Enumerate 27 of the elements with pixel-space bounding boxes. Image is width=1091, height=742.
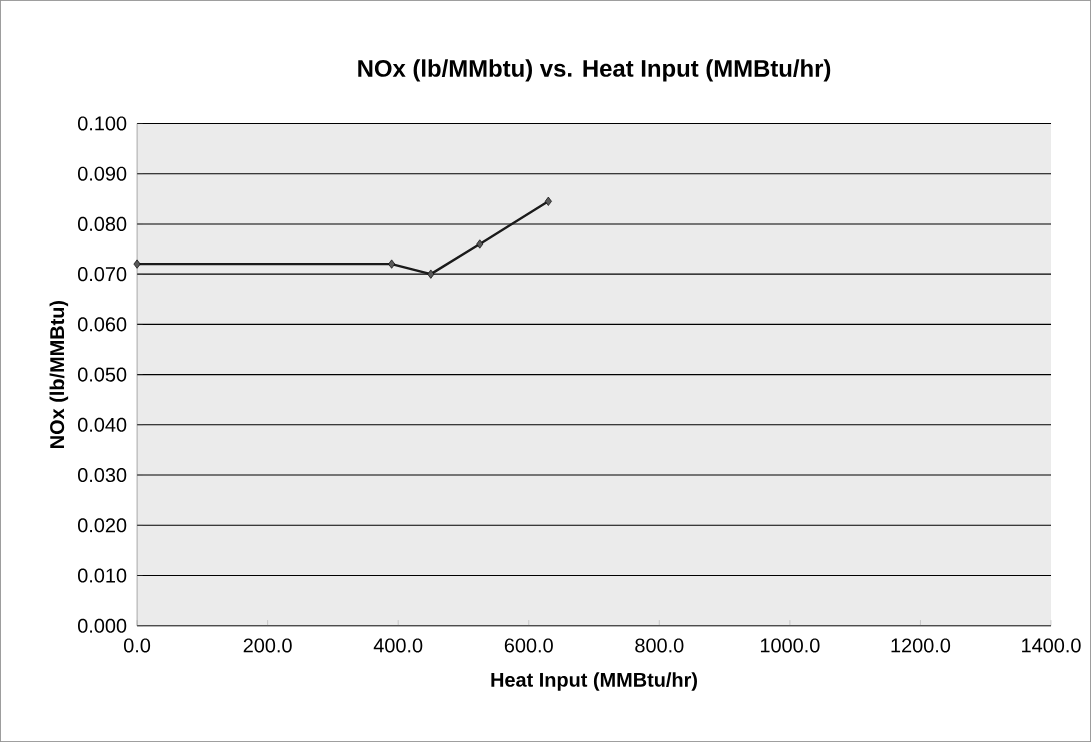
chart-title: NOx (lb/MMbtu) vs. Heat Input (MMBtu/hr) — [358, 59, 831, 82]
y-tick-label: 0.030 — [78, 467, 127, 483]
y-axis-title: NOx (lb/MMBtu) — [49, 300, 69, 448]
point — [388, 259, 396, 269]
x-axis-title: Heat Input (MMBtu/hr) — [491, 672, 697, 691]
x-tick-label: 600.0 — [504, 638, 553, 653]
x-tick-label: 1000.0 — [760, 638, 820, 653]
y-tick-label: 0.060 — [78, 317, 127, 332]
point — [133, 259, 141, 269]
point — [427, 269, 435, 279]
y-tick-label: 0.080 — [78, 216, 127, 231]
y-tick-label: 0.010 — [78, 568, 127, 583]
y-tick-label: 0.020 — [78, 518, 127, 533]
x-tick-label: 200.0 — [243, 638, 292, 653]
x-tick-label: 1200.0 — [891, 638, 951, 653]
x-tick-label: 800.0 — [635, 638, 684, 653]
point — [544, 196, 552, 206]
x-tick-label: 400.0 — [373, 638, 423, 653]
y-tick-label: 0.040 — [78, 417, 127, 432]
point — [476, 239, 484, 249]
y-tick-label: 0.090 — [78, 166, 127, 181]
y-tick-label: 0.070 — [78, 267, 127, 282]
x-tick-label: 0.0 — [123, 638, 151, 653]
x-tick-label: 1400.0 — [1022, 638, 1081, 653]
y-tick-label: 0.000 — [78, 618, 127, 633]
y-tick-label: 0.100 — [78, 116, 127, 131]
y-tick-label: 0.050 — [78, 367, 127, 382]
